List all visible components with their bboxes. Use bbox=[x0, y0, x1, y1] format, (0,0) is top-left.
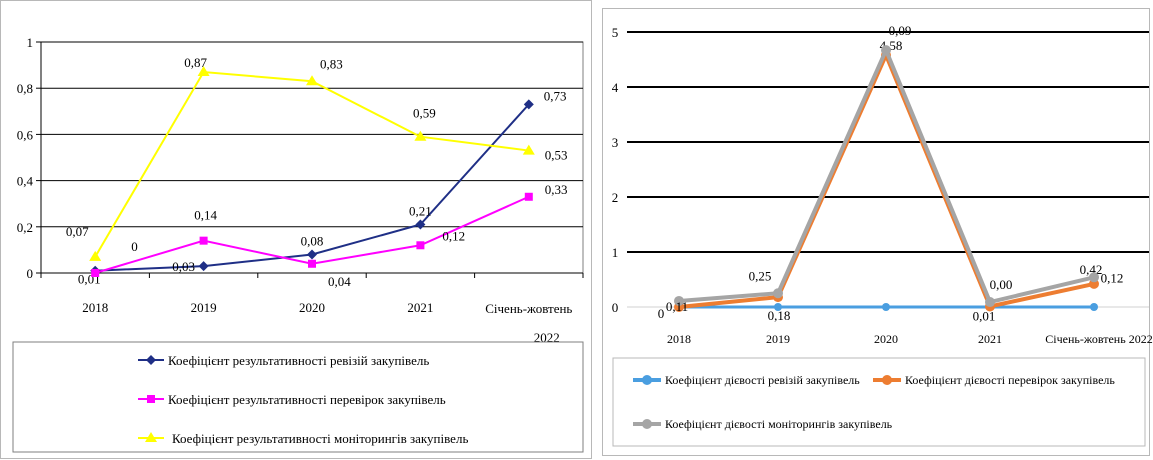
y-tick-label: 5 bbox=[612, 25, 619, 40]
y-tick-label: 0,4 bbox=[17, 174, 34, 189]
right-chart-panel: 0 1 2 3 4 5 2018 2019 2020 2021 Січень-жовтень 202… bbox=[602, 8, 1153, 456]
data-label: 0,73 bbox=[544, 88, 567, 103]
legend-label: Коефіцієнт результативності перевірок за… bbox=[168, 392, 446, 407]
data-point bbox=[89, 250, 102, 261]
data-point bbox=[415, 219, 426, 230]
data-point bbox=[882, 303, 890, 311]
y-tick-label: 1 bbox=[27, 35, 34, 50]
x-tick-label: 2019 bbox=[766, 332, 790, 346]
data-label: 0,11 bbox=[666, 299, 688, 314]
x-tick-label: 2020 bbox=[299, 300, 325, 315]
y-tick-label: 0,2 bbox=[17, 220, 33, 235]
data-point bbox=[307, 249, 317, 260]
data-point bbox=[774, 303, 782, 311]
legend-marker bbox=[147, 395, 155, 403]
legend-marker bbox=[642, 419, 652, 429]
data-point bbox=[198, 261, 209, 272]
data-point bbox=[881, 45, 891, 56]
data-point bbox=[308, 259, 316, 268]
x-tick-label: 2018 bbox=[82, 300, 108, 315]
right-line-chart: 0 1 2 3 4 5 2018 2019 2020 2021 Січень-жовтень 202… bbox=[612, 23, 1153, 447]
data-label: 0,53 bbox=[545, 148, 568, 163]
data-point bbox=[523, 99, 534, 110]
data-label: 0,87 bbox=[184, 55, 207, 70]
data-point bbox=[524, 192, 533, 201]
data-point bbox=[1090, 303, 1098, 311]
y-tick-label: 2 bbox=[612, 190, 619, 205]
data-label: 0,07 bbox=[66, 224, 89, 239]
y-tick-label: 0 bbox=[612, 300, 619, 315]
legend-marker bbox=[882, 375, 892, 385]
data-point bbox=[522, 144, 535, 155]
data-point bbox=[773, 288, 783, 299]
x-tick-label: 2021 bbox=[407, 300, 433, 315]
y-tick-label: 4 bbox=[612, 80, 619, 95]
x-tick-label: Січень-жовтень 2022 bbox=[1045, 332, 1152, 346]
legend-label: Коефіцієнт дієвості перевірок закупівель bbox=[905, 373, 1115, 387]
data-point bbox=[416, 241, 425, 250]
legend-label: Коефіцієнт дієвості ревізій закупівель bbox=[665, 373, 860, 387]
data-label: 0,12 bbox=[1101, 270, 1124, 285]
data-label: 0,14 bbox=[194, 208, 217, 223]
data-label: 0,18 bbox=[768, 308, 791, 323]
data-label: 0 bbox=[131, 239, 138, 254]
y-tick-label: 0 bbox=[27, 266, 34, 281]
data-point bbox=[985, 297, 995, 308]
data-label: 0,08 bbox=[301, 234, 324, 249]
data-label: 0,83 bbox=[320, 56, 343, 71]
data-point bbox=[414, 130, 427, 141]
data-label: 0,59 bbox=[413, 106, 436, 121]
data-label: 0,04 bbox=[328, 274, 351, 289]
x-tick-label: 2022 bbox=[534, 330, 560, 345]
x-tick-label: Січень-жовтень bbox=[485, 301, 572, 316]
data-point bbox=[1089, 272, 1099, 283]
left-chart-panel: 0 0,2 0,4 0,6 0,8 1 2018 2019 2020 2021 Січень-жов… bbox=[0, 0, 592, 459]
legend-marker bbox=[146, 355, 156, 365]
y-tick-label: 0,6 bbox=[17, 127, 34, 142]
x-tick-label: 2020 bbox=[874, 332, 898, 346]
left-line-chart: 0 0,2 0,4 0,6 0,8 1 2018 2019 2020 2021 Січень-жов… bbox=[12, 35, 584, 453]
data-label: 0,25 bbox=[749, 268, 772, 283]
y-tick-label: 0,8 bbox=[17, 81, 33, 96]
data-point bbox=[199, 236, 208, 245]
data-label: 0 bbox=[658, 306, 665, 321]
y-tick-label: 3 bbox=[612, 135, 619, 150]
data-point bbox=[306, 75, 318, 86]
data-label: 0,21 bbox=[409, 203, 432, 218]
x-tick-label: 2018 bbox=[667, 332, 691, 346]
legend-marker bbox=[642, 375, 652, 385]
series-line bbox=[678, 50, 1095, 309]
y-tick-label: 1 bbox=[612, 245, 619, 260]
legend-box bbox=[612, 357, 1146, 447]
legend-label: Коефіцієнт результативності моніторингів… bbox=[172, 431, 468, 446]
x-tick-label: 2021 bbox=[978, 332, 1002, 346]
legend-label: Коефіцієнт дієвості моніторингів закупів… bbox=[665, 417, 893, 431]
data-label: 0,12 bbox=[442, 228, 465, 243]
legend-marker bbox=[145, 432, 157, 442]
data-point bbox=[91, 269, 100, 277]
legend-box bbox=[12, 341, 584, 453]
data-label: 0,01 bbox=[973, 308, 996, 323]
legend-label: Коефіцієнт результативності ревізій заку… bbox=[168, 353, 429, 368]
x-tick-label: 2019 bbox=[191, 300, 217, 315]
data-point bbox=[197, 66, 210, 77]
data-point bbox=[674, 295, 684, 306]
data-label: 0,33 bbox=[545, 182, 568, 197]
data-label: 0,03 bbox=[172, 259, 195, 274]
data-label: 0,00 bbox=[990, 277, 1013, 292]
data-label: 0,09 bbox=[889, 23, 912, 38]
